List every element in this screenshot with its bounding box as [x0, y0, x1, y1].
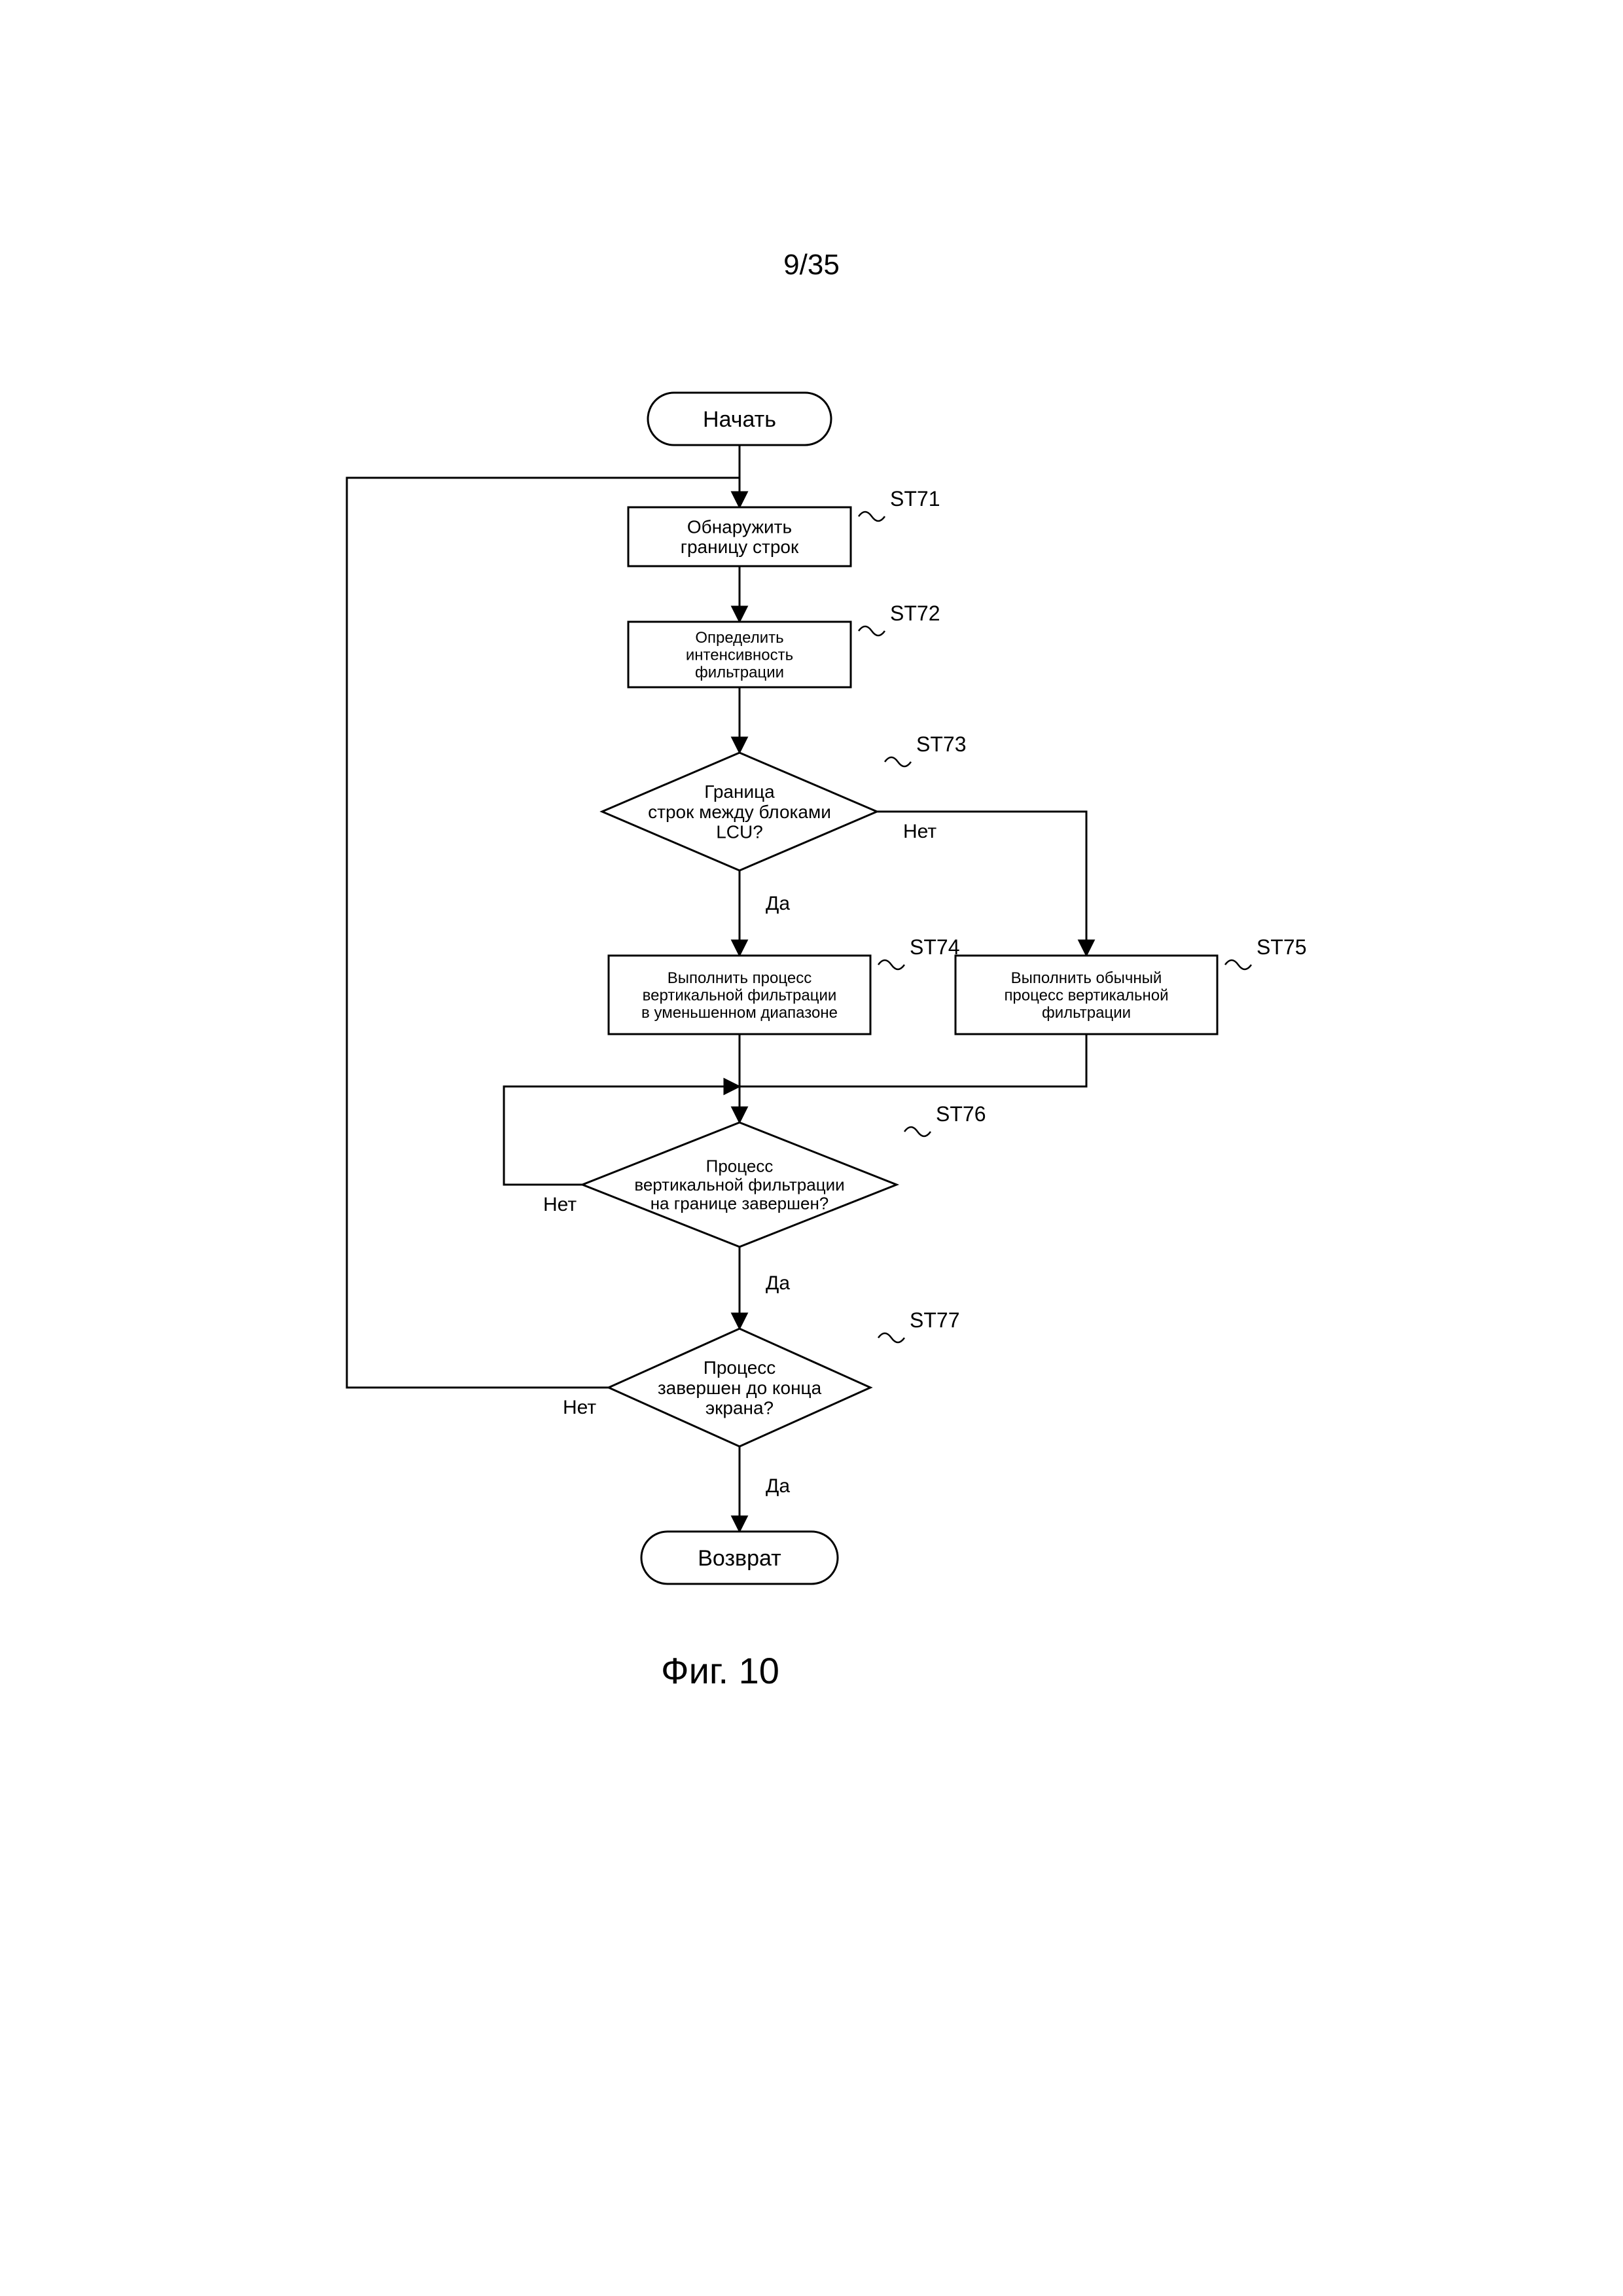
node-st76: Процессвертикальной фильтрациина границе…: [582, 1102, 986, 1247]
svg-text:Нет: Нет: [563, 1397, 596, 1418]
figure-caption: Фиг. 10: [661, 1649, 779, 1692]
svg-text:фильтрации: фильтрации: [695, 664, 784, 681]
svg-text:ST71: ST71: [890, 487, 940, 511]
svg-text:Процесс: Процесс: [706, 1157, 774, 1176]
svg-text:ST73: ST73: [916, 732, 966, 756]
svg-text:Начать: Начать: [703, 407, 776, 432]
node-return: Возврат: [641, 1532, 838, 1584]
svg-text:Да: Да: [766, 1272, 790, 1294]
svg-text:фильтрации: фильтрации: [1042, 1004, 1131, 1022]
svg-text:в уменьшенном диапазоне: в уменьшенном диапазоне: [641, 1004, 838, 1022]
svg-text:ST76: ST76: [936, 1102, 986, 1126]
svg-text:на границе завершен?: на границе завершен?: [651, 1194, 829, 1213]
svg-text:вертикальной фильтрации: вертикальной фильтрации: [634, 1175, 844, 1194]
svg-text:Процесс: Процесс: [704, 1357, 776, 1378]
node-st77: Процессзавершен до концаэкрана? ST77: [609, 1308, 959, 1446]
svg-text:ST74: ST74: [910, 935, 959, 959]
svg-text:ST75: ST75: [1257, 935, 1306, 959]
svg-text:экрана?: экрана?: [705, 1398, 774, 1418]
svg-text:Нет: Нет: [903, 821, 936, 842]
node-st71: Обнаружитьграницу строк ST71: [628, 487, 940, 566]
svg-text:вертикальной фильтрации: вертикальной фильтрации: [643, 986, 837, 1004]
svg-text:процесс вертикальной: процесс вертикальной: [1004, 986, 1168, 1004]
page-number: 9/35: [0, 249, 1623, 281]
svg-text:Граница: Граница: [704, 781, 775, 802]
node-st73: Границастрок между блокамиLCU? ST73: [602, 732, 966, 870]
svg-text:LCU?: LCU?: [716, 822, 763, 842]
node-st74: Выполнить процессвертикальной фильтрации…: [609, 935, 959, 1034]
svg-text:ST77: ST77: [910, 1308, 959, 1332]
svg-text:завершен до конца: завершен до конца: [658, 1378, 822, 1398]
page: 9/35 Да Нет Да Нет Да Нет Начать Обнаружитьгра…: [0, 0, 1623, 2296]
svg-text:Да: Да: [766, 893, 790, 914]
node-start: Начать: [648, 393, 831, 445]
svg-text:Определить: Определить: [695, 629, 783, 647]
svg-text:ST72: ST72: [890, 601, 940, 625]
node-st75: Выполнить обычныйпроцесс вертикальнойфил…: [955, 935, 1306, 1034]
svg-text:Обнаружить: Обнаружить: [687, 516, 792, 537]
svg-text:Да: Да: [766, 1475, 790, 1497]
node-st72: Определитьинтенсивностьфильтрации ST72: [628, 601, 940, 687]
flowchart-svg: Да Нет Да Нет Да Нет Начать Обнаружитьграницу …: [262, 367, 1374, 1741]
svg-text:Выполнить обычный: Выполнить обычный: [1011, 969, 1162, 987]
svg-text:границу строк: границу строк: [681, 537, 799, 557]
svg-text:Нет: Нет: [543, 1194, 577, 1215]
svg-text:строк между блоками: строк между блоками: [648, 802, 831, 822]
svg-text:интенсивность: интенсивность: [686, 646, 793, 664]
svg-text:Выполнить процесс: Выполнить процесс: [668, 969, 812, 987]
svg-text:Возврат: Возврат: [698, 1546, 781, 1571]
